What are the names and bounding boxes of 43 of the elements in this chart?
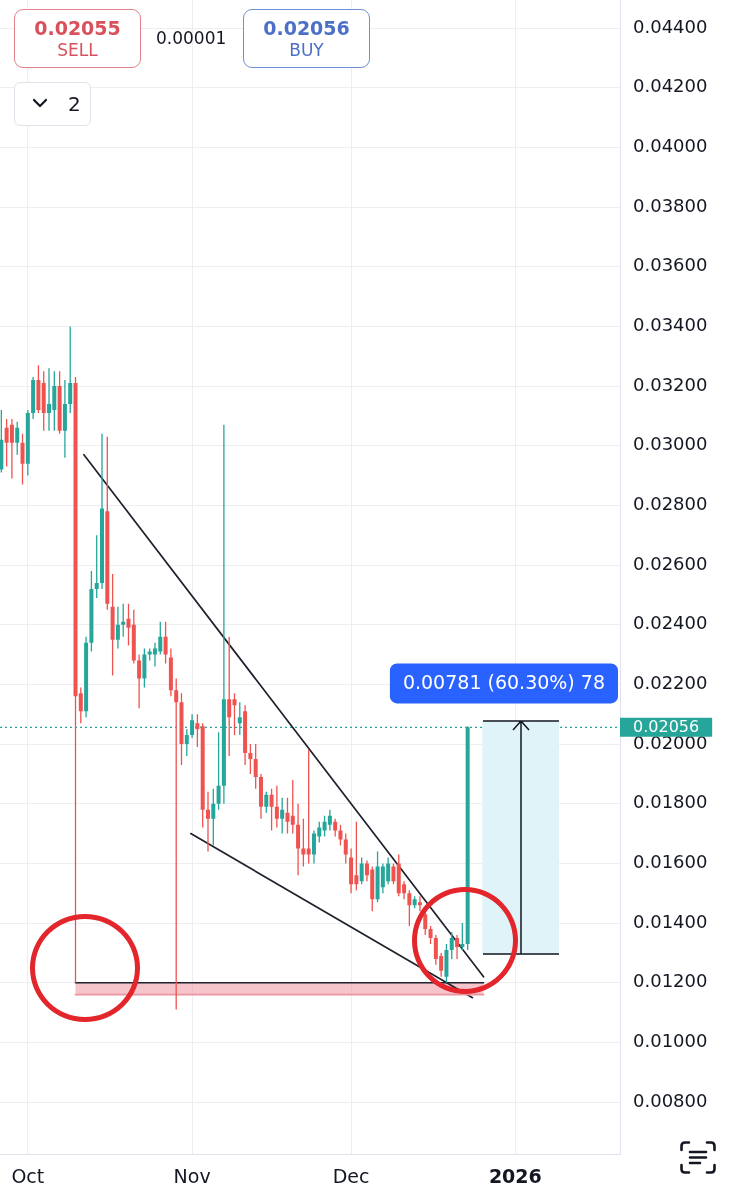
y-tick-label: 0.01200: [633, 970, 708, 992]
y-tick-label: 0.04200: [633, 75, 708, 97]
annotation: 0.02056: [263, 16, 350, 40]
x-tick-label: Oct: [11, 1165, 45, 1188]
candlestick: [115, 606, 120, 649]
candlestick: [296, 803, 301, 876]
y-tick-label: 0.00800: [633, 1089, 708, 1111]
data-label: 0.00781 (60.30%) 78: [402, 671, 606, 694]
x-tick-label: Nov: [173, 1165, 211, 1188]
y-tick-label: 0.01800: [633, 791, 708, 813]
y-tick-label: 0.04000: [633, 135, 708, 157]
y-tick-label: 0.02600: [633, 552, 708, 574]
candlestick: [47, 368, 52, 431]
candlestick: [137, 654, 142, 709]
y-tick-label: 0.03200: [633, 373, 708, 395]
y-tick-label: 0.01000: [633, 1030, 708, 1052]
annotation: 2: [68, 92, 81, 116]
candlestick: [417, 896, 422, 912]
buy-button: 0.02056 BUY: [243, 9, 370, 68]
y-tick-label: 0.01600: [633, 851, 708, 873]
y-tick-label: 0.03600: [633, 254, 708, 276]
annotation: 0.02055: [34, 16, 121, 40]
x-tick-label: 2026: [488, 1165, 542, 1188]
y-tick-label: 0.03000: [633, 433, 708, 455]
y-tick-label: 0.01400: [633, 910, 708, 932]
candlestick: [455, 935, 460, 959]
y-tick-label: 0.04400: [633, 15, 708, 37]
candlestick: [9, 418, 14, 479]
candlestick: [205, 791, 210, 852]
y-tick-label: 0.02200: [633, 672, 708, 694]
annotation: BUY: [289, 39, 324, 61]
sell-button: 0.02055 SELL: [14, 9, 141, 68]
candlestick: [62, 380, 67, 458]
annotation: SELL: [57, 39, 98, 61]
x-tick-label: Dec: [332, 1165, 370, 1188]
y-tick-label: 0.03800: [633, 194, 708, 216]
candlestick: [100, 433, 105, 589]
y-tick-label: 0.02800: [633, 493, 708, 515]
annotation: 0.00001: [156, 28, 227, 49]
count-dropdown: 2: [14, 82, 91, 126]
y-tick-label: 0.03400: [633, 314, 708, 336]
y-tick-label: 0.02400: [633, 612, 708, 634]
candlestick: [274, 785, 279, 828]
